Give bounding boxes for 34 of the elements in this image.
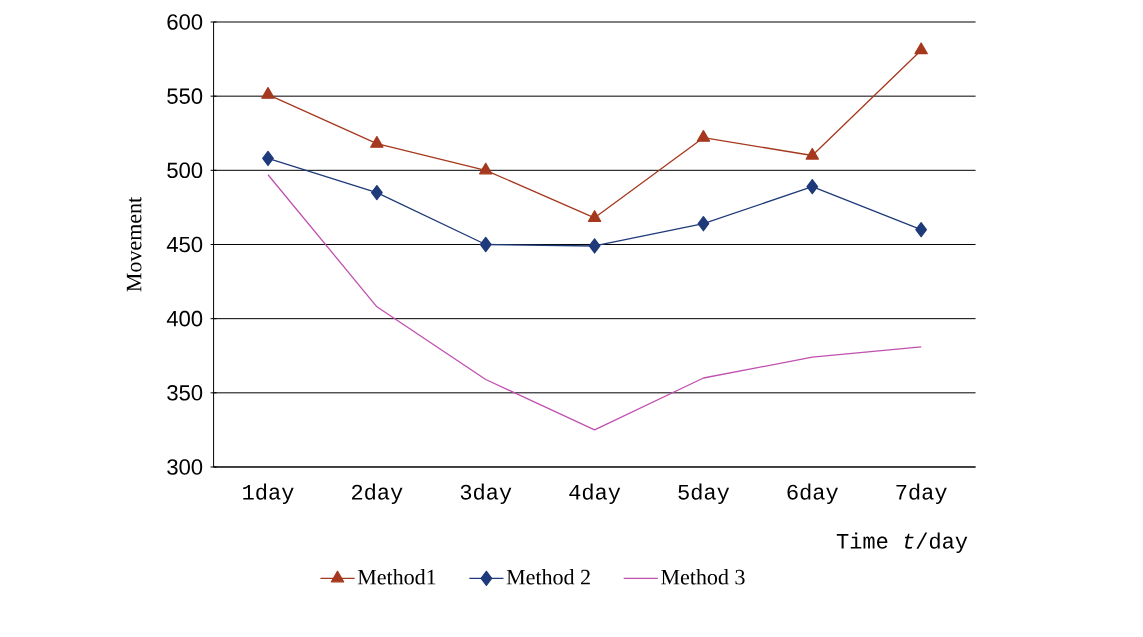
legend-label: Method 3 — [661, 569, 745, 585]
legend-label: Method 2 — [506, 569, 590, 585]
point — [262, 150, 274, 167]
point — [697, 216, 710, 232]
legend-label: Method1 — [357, 569, 436, 585]
x-tick-label: 3day — [460, 483, 512, 505]
x-tick-label: 1day — [243, 483, 294, 505]
y-tick-label: 350 — [167, 385, 203, 401]
point — [261, 87, 275, 99]
x-axis-title: Time t/day — [836, 532, 968, 554]
point — [588, 238, 601, 254]
line-series — [267, 174, 922, 431]
point — [370, 135, 384, 148]
y-tick-label: 550 — [167, 88, 203, 104]
point — [370, 184, 383, 201]
x-tick-label: 7day — [896, 483, 947, 505]
point — [696, 130, 711, 142]
y-tick-label: 500 — [167, 162, 203, 179]
point — [479, 236, 492, 253]
x-tick-label: 4day — [569, 483, 621, 505]
point — [914, 42, 928, 55]
x-tick-label: 2day — [352, 483, 403, 505]
point — [479, 162, 493, 175]
y-tick-label: 450 — [166, 236, 203, 253]
point — [805, 147, 819, 160]
y-tick-label: 600 — [167, 14, 203, 30]
y-tick-label: 400 — [166, 310, 203, 327]
y-axis-title: Movement — [126, 196, 142, 292]
point — [587, 210, 602, 222]
y-tick-label: 300 — [167, 459, 203, 475]
x-tick-label: 6day — [787, 483, 838, 505]
point — [806, 178, 819, 195]
point — [915, 222, 928, 238]
x-tick-label: 5day — [678, 483, 730, 505]
